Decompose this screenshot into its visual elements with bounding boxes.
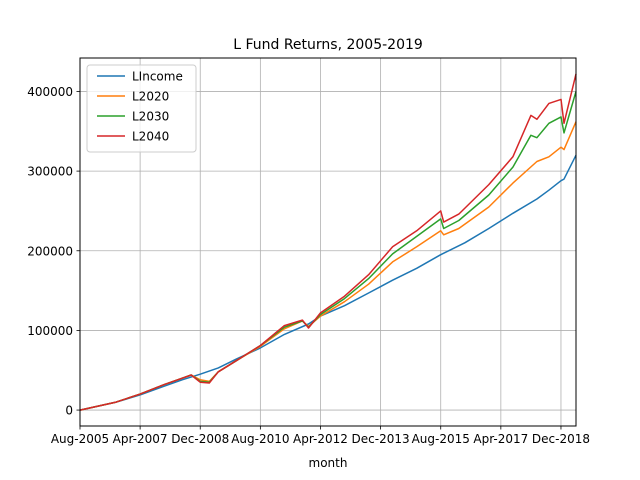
y-tick-label: 400000 (27, 85, 73, 99)
y-tick-label: 0 (65, 404, 73, 418)
x-tick-label: Apr-2007 (113, 432, 168, 446)
legend-box (86, 64, 197, 153)
x-tick-label: Aug-2005 (51, 432, 109, 446)
series-lines (79, 73, 577, 411)
legend-entries: LIncome L2020 L2030 L2040 (97, 70, 183, 144)
series-line-lincome (79, 154, 577, 411)
x-tick-label: Dec-2008 (171, 432, 229, 446)
x-tick-label: Apr-2012 (293, 432, 348, 446)
legend-label-lincome: LIncome (132, 70, 183, 84)
series-line-l2040 (79, 73, 577, 411)
plot-frame (79, 57, 577, 427)
axis-ticks: Aug-2005 Apr-2007 Dec-2008 Aug-2010 Apr-2012… (27, 85, 590, 446)
y-tick-label: 300000 (27, 165, 73, 179)
y-tick-label: 200000 (27, 244, 73, 258)
legend: LIncome L2020 L2030 L2040 (86, 64, 197, 153)
x-tick-label: Aug-2010 (231, 432, 289, 446)
x-tick-label: Apr-2017 (473, 432, 528, 446)
legend-label-l2030: L2030 (132, 110, 169, 124)
x-axis-label: month (309, 456, 348, 470)
x-tick-label: Aug-2015 (412, 432, 470, 446)
x-tick-label: Dec-2013 (352, 432, 410, 446)
chart-title: L Fund Returns, 2005-2019 (233, 37, 423, 53)
x-tick-label: Dec-2018 (532, 432, 590, 446)
y-tick-label: 100000 (27, 324, 73, 338)
legend-label-l2040: L2040 (132, 130, 169, 144)
legend-label-l2020: L2020 (132, 90, 169, 104)
